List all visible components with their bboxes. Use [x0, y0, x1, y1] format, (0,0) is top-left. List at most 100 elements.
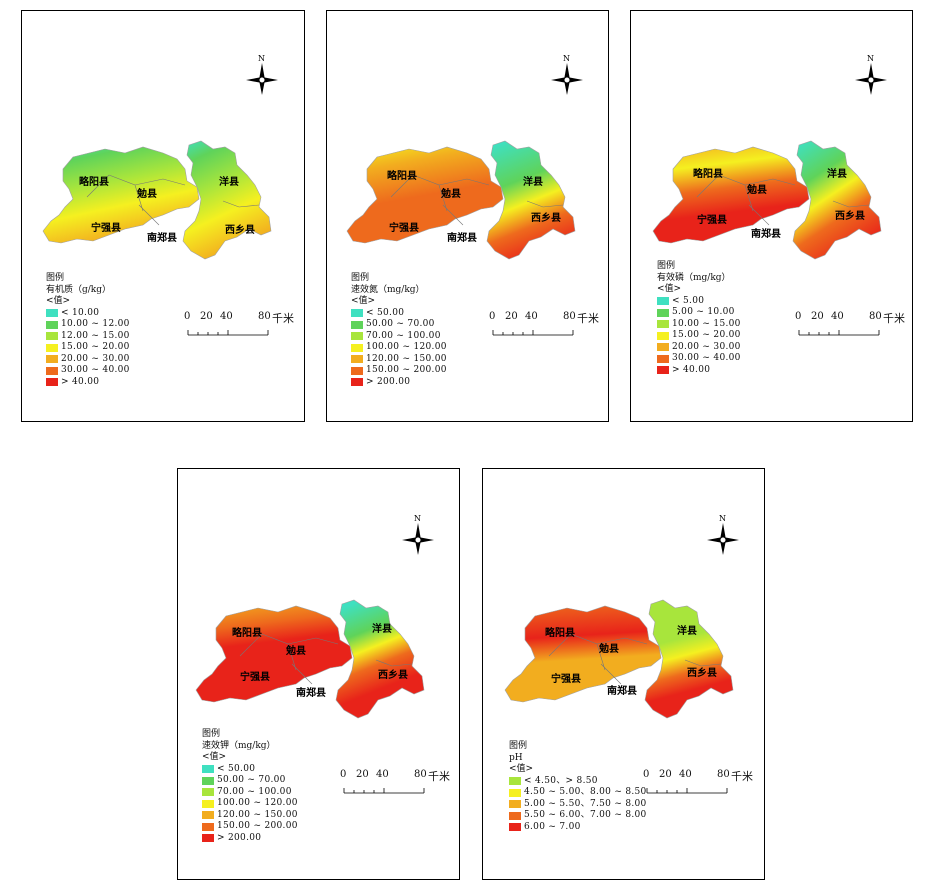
- county-label: 西乡县: [531, 211, 561, 224]
- scale-tick-label: 80: [717, 769, 730, 780]
- legend-value-label: <值>: [46, 296, 71, 306]
- scale-tick-label: 20: [811, 311, 824, 322]
- county-label: 勉县: [285, 644, 306, 657]
- legend-swatch: [351, 309, 363, 318]
- legend-swatch: [46, 355, 58, 364]
- legend-heading: 图例: [509, 741, 528, 751]
- map-legend: 图例 有效磷（mg/kg） <值> < 5.00 5.00 ~ 10.00 10.0…: [657, 261, 741, 376]
- legend-label: 20.00 ~ 30.00: [672, 341, 741, 352]
- legend-row: < 50.00: [351, 308, 447, 320]
- map-panel-available-phosphorus: 略阳县 勉县 洋县 宁强县 南郑县 西乡县 N 图例 有效磷（mg/kg） <值…: [630, 10, 913, 422]
- legend-label: 5.00 ~ 5.50、7.50 ~ 8.00: [524, 798, 647, 809]
- legend-heading: 图例: [46, 273, 65, 283]
- county-label: 南郑县: [447, 231, 477, 244]
- legend-swatch: [202, 765, 214, 774]
- legend-row: 5.00 ~ 5.50、7.50 ~ 8.00: [509, 799, 647, 811]
- legend-swatch: [46, 309, 58, 318]
- scale-tick-label: 40: [376, 769, 389, 780]
- legend-swatch: [351, 366, 363, 375]
- legend-variable: 速效氮（mg/kg）: [351, 284, 425, 295]
- legend-swatch: [509, 823, 521, 832]
- legend-row: 50.00 ~ 70.00: [202, 775, 298, 787]
- scale-tick-label: 40: [220, 311, 233, 322]
- map-legend: 图例 速效钾（mg/kg） <值> < 50.00 50.00 ~ 70.00 70…: [202, 729, 298, 844]
- scale-bar: 0 20 40 80 千米: [795, 311, 913, 351]
- legend-swatch: [657, 320, 669, 329]
- county-label: 洋县: [219, 175, 239, 188]
- county-label: 宁强县: [697, 213, 727, 226]
- scale-unit: 千米: [731, 770, 753, 783]
- legend-row: 150.00 ~ 200.00: [202, 821, 298, 833]
- county-label: 宁强县: [389, 221, 419, 234]
- legend-row: 100.00 ~ 120.00: [351, 342, 447, 354]
- legend-label: < 50.00: [366, 307, 405, 318]
- map-legend: 图例 pH <值> < 4.50、> 8.50 4.50 ~ 5.00、8.00 …: [509, 741, 647, 833]
- county-label: 勉县: [598, 642, 619, 655]
- legend-items: < 50.00 50.00 ~ 70.00 70.00 ~ 100.00 100.00…: [351, 308, 447, 389]
- legend-row: 5.00 ~ 10.00: [657, 307, 741, 319]
- legend-swatch: [657, 343, 669, 352]
- county-label: 略阳县: [232, 626, 262, 639]
- county-label: 西乡县: [687, 666, 717, 679]
- county-label: 洋县: [523, 175, 543, 188]
- scale-tick-label: 80: [414, 769, 427, 780]
- scale-tick-label: 40: [831, 311, 844, 322]
- legend-label: 50.00 ~ 70.00: [366, 319, 435, 329]
- map-panel-available-nitrogen: 略阳县 勉县 洋县 宁强县 南郑县 西乡县 N 图例 速效氮（mg/kg） <值…: [326, 10, 609, 422]
- scale-tick-label: 0: [795, 311, 802, 322]
- legend-swatch: [351, 355, 363, 364]
- legend-label: 100.00 ~ 120.00: [366, 342, 447, 352]
- north-arrow-icon: N: [853, 53, 889, 97]
- legend-row: 70.00 ~ 100.00: [351, 331, 447, 343]
- legend-row: 30.00 ~ 40.00: [46, 365, 130, 377]
- county-label: 宁强县: [551, 672, 581, 685]
- county-label: 略阳县: [79, 175, 109, 188]
- legend-swatch: [657, 331, 669, 340]
- county-label: 宁强县: [240, 670, 270, 683]
- legend-swatch: [657, 366, 669, 375]
- legend-label: 6.00 ~ 7.00: [524, 821, 581, 832]
- scale-tick-label: 20: [356, 769, 369, 780]
- county-map: 略阳县 勉县 洋县 宁强县 南郑县 西乡县: [504, 599, 734, 719]
- legend-row: 120.00 ~ 150.00: [351, 354, 447, 366]
- compass-label: N: [414, 514, 421, 523]
- legend-items: < 10.00 10.00 ~ 12.00 12.00 ~ 15.00 15.00 ~…: [46, 308, 130, 389]
- legend-swatch: [202, 788, 214, 797]
- legend-row: 15.00 ~ 20.00: [657, 330, 741, 342]
- legend-label: 12.00 ~ 15.00: [61, 330, 130, 341]
- county-label: 西乡县: [835, 209, 865, 222]
- legend-items: < 5.00 5.00 ~ 10.00 10.00 ~ 15.00 15.00 ~ 2…: [657, 296, 741, 377]
- legend-label: < 10.00: [61, 307, 100, 318]
- scale-tick-label: 20: [200, 311, 213, 322]
- scale-tick-label: 0: [489, 311, 496, 322]
- legend-row: > 200.00: [351, 377, 447, 389]
- legend-variable: 速效钾（mg/kg）: [202, 740, 276, 751]
- legend-label: 150.00 ~ 200.00: [366, 365, 447, 375]
- scale-tick-label: 80: [869, 311, 882, 322]
- legend-label: > 40.00: [672, 364, 711, 375]
- legend-swatch: [202, 776, 214, 785]
- legend-label: 30.00 ~ 40.00: [61, 365, 130, 375]
- legend-row: 4.50 ~ 5.00、8.00 ~ 8.50: [509, 787, 647, 799]
- legend-heading: 图例: [657, 261, 676, 271]
- legend-swatch: [509, 811, 521, 820]
- legend-variable: 有机质（g/kg）: [46, 284, 112, 295]
- county-label: 宁强县: [91, 221, 121, 234]
- north-arrow-icon: N: [549, 53, 585, 97]
- legend-label: > 200.00: [366, 376, 411, 387]
- scale-tick-label: 40: [679, 769, 692, 780]
- legend-row: 6.00 ~ 7.00: [509, 822, 647, 834]
- legend-variable: 有效磷（mg/kg）: [657, 272, 731, 283]
- legend-row: 70.00 ~ 100.00: [202, 787, 298, 799]
- legend-label: 70.00 ~ 100.00: [217, 786, 292, 797]
- legend-value-label: <值>: [657, 284, 682, 294]
- legend-label: 70.00 ~ 100.00: [366, 330, 441, 341]
- legend-items: < 4.50、> 8.50 4.50 ~ 5.00、8.00 ~ 8.50 5.00…: [509, 776, 647, 834]
- county-map: 略阳县 勉县 洋县 宁强县 南郑县 西乡县: [42, 140, 272, 260]
- legend-label: < 5.00: [672, 295, 705, 306]
- legend-row: < 4.50、> 8.50: [509, 776, 647, 788]
- legend-row: < 5.00: [657, 296, 741, 308]
- legend-label: 20.00 ~ 30.00: [61, 353, 130, 364]
- legend-label: 4.50 ~ 5.00、8.00 ~ 8.50: [524, 787, 647, 797]
- scale-unit: 千米: [883, 312, 905, 325]
